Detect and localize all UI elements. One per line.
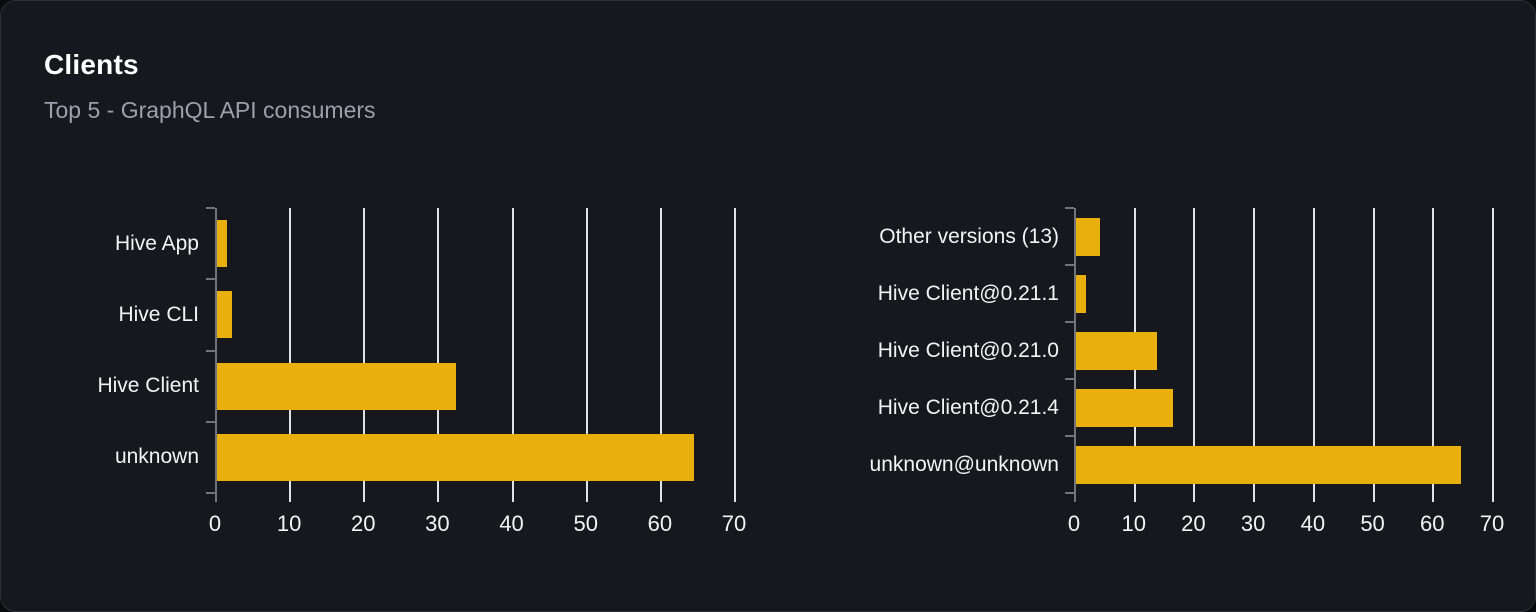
y-axis-tick — [1065, 207, 1074, 209]
y-axis-tick — [1065, 435, 1074, 437]
gridline-x-60 — [1432, 208, 1435, 502]
y-axis-line — [215, 208, 217, 502]
category-label: Hive Client — [97, 374, 199, 397]
gridline-x-40 — [511, 208, 514, 502]
y-axis-line — [1074, 208, 1076, 502]
y-axis-tick — [1065, 264, 1074, 266]
category-label: Hive CLI — [118, 303, 199, 326]
card-subtitle: Top 5 - GraphQL API consumers — [44, 97, 376, 123]
x-tick-label: 10 — [276, 511, 302, 536]
x-tick-label: 70 — [1479, 511, 1505, 536]
gridline-x-30 — [1253, 208, 1256, 502]
gridline-x-40 — [1312, 208, 1315, 502]
bar-other-versions-13-[interactable] — [1076, 218, 1100, 256]
bar-unknown[interactable] — [217, 434, 694, 481]
x-tick-label: 10 — [1121, 511, 1146, 536]
category-label: Hive Client@0.21.0 — [877, 339, 1059, 362]
x-tick-label: 70 — [721, 511, 747, 536]
x-tick-label: 30 — [1240, 511, 1266, 536]
x-tick-label: 0 — [1067, 511, 1081, 536]
x-tick-label: 60 — [647, 511, 673, 536]
y-axis-tick — [1065, 378, 1074, 380]
bar-hive-client-0-21-4[interactable] — [1076, 389, 1173, 427]
x-tick-label: 20 — [351, 511, 376, 536]
x-tick-label: 30 — [425, 511, 450, 536]
x-tick-label: 40 — [1300, 511, 1326, 536]
gridline-x-20 — [1193, 208, 1196, 502]
x-tick-label: 20 — [1181, 511, 1206, 536]
y-axis-tick — [206, 207, 215, 209]
gridline-x-50 — [1372, 208, 1375, 502]
gridline-x-70 — [1492, 208, 1494, 502]
category-label: Hive App — [114, 232, 199, 255]
category-label: Hive Client@0.21.1 — [877, 282, 1059, 305]
y-axis-tick — [1065, 321, 1074, 323]
x-tick-label: 60 — [1420, 511, 1445, 536]
category-label: Other versions (13) — [879, 225, 1059, 248]
gridline-x-20 — [363, 208, 366, 502]
bar-hive-app[interactable] — [217, 220, 227, 267]
bar-hive-client-0-21-0[interactable] — [1076, 332, 1157, 370]
gridline-x-60 — [659, 208, 662, 502]
y-axis-tick — [206, 350, 215, 352]
bar-hive-client-0-21-1[interactable] — [1076, 275, 1086, 313]
x-tick-label: 40 — [499, 511, 524, 536]
x-tick-label: 0 — [208, 511, 222, 536]
card-title: Clients — [44, 49, 139, 80]
x-tick-label: 50 — [573, 511, 598, 536]
y-axis-tick — [206, 492, 215, 494]
bar-hive-client[interactable] — [217, 363, 456, 410]
category-label: Hive Client@0.21.4 — [877, 396, 1059, 419]
gridline-x-10 — [289, 208, 292, 502]
y-axis-tick — [206, 278, 215, 280]
gridline-x-50 — [585, 208, 588, 502]
x-tick-label: 50 — [1360, 511, 1385, 536]
category-label: unknown — [114, 445, 199, 468]
category-label: unknown@unknown — [869, 453, 1059, 476]
y-axis-tick — [1065, 492, 1074, 494]
gridline-x-30 — [437, 208, 440, 502]
bar-hive-cli[interactable] — [217, 291, 232, 338]
bar-unknown-unknown[interactable] — [1076, 446, 1461, 484]
y-axis-tick — [206, 421, 215, 423]
gridline-x-70 — [734, 208, 736, 502]
